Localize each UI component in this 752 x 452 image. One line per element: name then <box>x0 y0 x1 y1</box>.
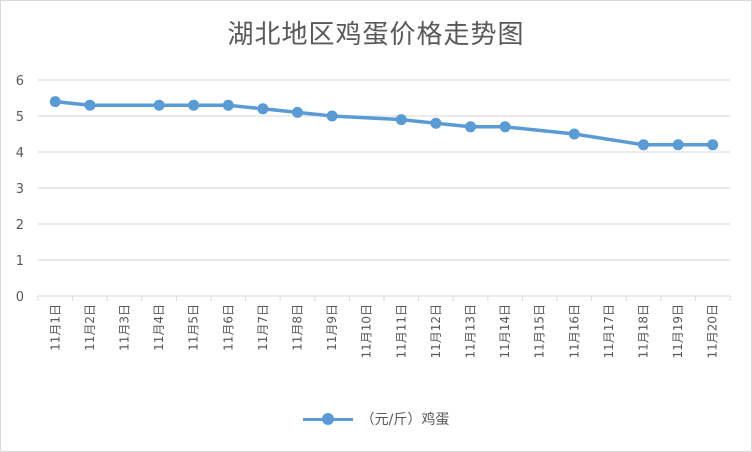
data-point <box>465 121 476 133</box>
x-tick-label: 11月4日 <box>152 304 166 351</box>
gridlines <box>38 79 730 297</box>
x-tick-label: 11月8日 <box>291 304 305 351</box>
data-point <box>568 128 580 140</box>
chart-title: 湖北地区鸡蛋价格走势图 <box>227 20 525 50</box>
y-tick-label: 1 <box>16 254 24 269</box>
data-point <box>292 106 303 118</box>
y-tick-label: 6 <box>16 74 24 89</box>
x-tick-label: 11月15日 <box>533 304 547 359</box>
data-point <box>707 139 719 151</box>
x-tick-label: 11月6日 <box>221 304 235 351</box>
x-tick-label: 11月18日 <box>637 304 651 359</box>
y-tick-label: 0 <box>16 290 24 305</box>
data-point <box>188 99 200 111</box>
data-point <box>672 139 684 151</box>
x-tick-label: 11月10日 <box>360 304 374 359</box>
x-tick-label: 11月2日 <box>83 304 97 351</box>
x-tick-label: 11月19日 <box>671 304 685 359</box>
y-tick-label: 3 <box>16 182 24 197</box>
legend-label: （元/斤）鸡蛋 <box>360 412 450 428</box>
data-point <box>84 99 96 111</box>
data-point <box>499 121 511 133</box>
x-tick-label: 11月13日 <box>464 304 478 359</box>
data-point <box>49 96 61 108</box>
x-tick-label: 11月12日 <box>429 304 443 359</box>
legend-swatch <box>302 413 353 425</box>
x-tick-label: 11月9日 <box>325 304 339 351</box>
data-point <box>395 114 407 126</box>
x-tick-label: 11月20日 <box>706 304 720 359</box>
data-point <box>638 139 649 151</box>
x-tick-label: 11月16日 <box>567 304 581 359</box>
x-tick-label: 11月11日 <box>394 304 408 359</box>
x-tick-label: 11月17日 <box>602 304 616 359</box>
x-tick-label: 11月3日 <box>118 304 132 351</box>
x-tick-label: 11月5日 <box>187 304 201 351</box>
series-layer <box>49 96 719 151</box>
x-axis: 11月1日 11月2日 11月3日 11月4日 11月5日 11月6日 11月7日 11月8日… <box>37 296 731 359</box>
legend: （元/斤）鸡蛋 <box>0 409 752 429</box>
y-axis: 0 1 2 3 4 5 6 <box>16 74 24 305</box>
data-point <box>153 99 165 111</box>
x-tick-label: 11月1日 <box>48 304 62 351</box>
x-tick-label: 11月14日 <box>498 304 512 359</box>
y-tick-label: 2 <box>16 218 24 233</box>
data-point <box>430 117 442 129</box>
x-tick-label: 11月7日 <box>256 304 270 351</box>
data-point <box>257 103 269 115</box>
series-line <box>55 99 713 147</box>
data-point <box>222 99 234 111</box>
y-tick-label: 5 <box>16 110 24 125</box>
y-tick-label: 4 <box>16 146 24 161</box>
data-point <box>326 110 338 122</box>
